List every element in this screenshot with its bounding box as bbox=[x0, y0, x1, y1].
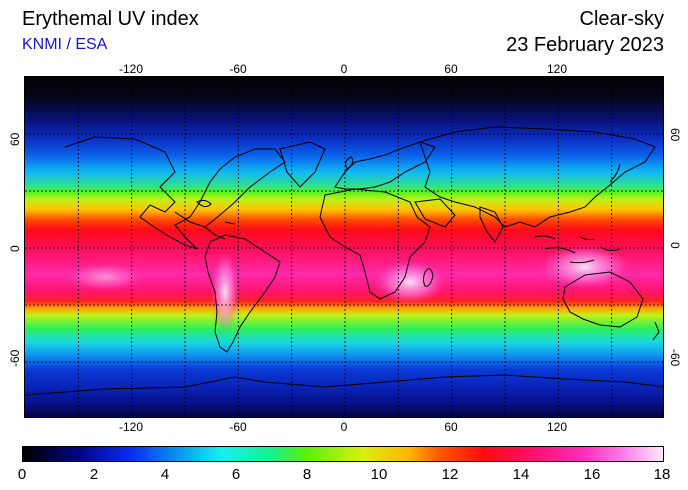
map-overlay bbox=[25, 77, 663, 417]
colorbar-label: 2 bbox=[89, 466, 99, 483]
colorbar-label: 8 bbox=[302, 466, 312, 483]
uv-index-map bbox=[24, 76, 664, 418]
high-uv-patch bbox=[540, 245, 630, 289]
uv-colorbar bbox=[22, 446, 664, 462]
lon-tick-bottom: 120 bbox=[546, 420, 568, 434]
lat-tick-right: 0 bbox=[668, 242, 682, 249]
graticule bbox=[25, 77, 663, 417]
lon-tick-top: 0 bbox=[340, 62, 348, 76]
colorbar-label: 6 bbox=[231, 466, 241, 483]
high-uv-patch bbox=[211, 252, 239, 332]
lon-tick-bottom: -60 bbox=[229, 420, 247, 434]
lat-tick-left: -60 bbox=[8, 349, 22, 367]
condition-label: Clear-sky bbox=[579, 8, 664, 30]
lon-tick-bottom: -120 bbox=[118, 420, 144, 434]
lat-tick-right: 60 bbox=[668, 128, 682, 142]
lon-tick-top: -120 bbox=[118, 62, 144, 76]
colorbar-label: 0 bbox=[17, 466, 27, 483]
colorbar-label: 4 bbox=[160, 466, 170, 483]
lat-tick-left: 60 bbox=[8, 132, 22, 146]
high-uv-patch bbox=[65, 263, 145, 291]
lat-tick-right: -60 bbox=[668, 349, 682, 367]
high-uv-patch bbox=[374, 260, 446, 304]
data-source-label: KNMI / ESA bbox=[22, 36, 108, 53]
lat-tick-left: 0 bbox=[8, 245, 22, 252]
date-label: 23 February 2023 bbox=[506, 34, 664, 56]
lon-tick-bottom: 60 bbox=[444, 420, 458, 434]
lon-tick-top: 60 bbox=[444, 62, 458, 76]
colorbar-label: 16 bbox=[583, 466, 601, 483]
lon-tick-bottom: 0 bbox=[340, 420, 348, 434]
map-title: Erythemal UV index bbox=[22, 8, 199, 30]
colorbar-label: 12 bbox=[441, 466, 459, 483]
colorbar-label: 14 bbox=[512, 466, 530, 483]
lon-tick-top: 120 bbox=[546, 62, 568, 76]
lon-tick-top: -60 bbox=[229, 62, 247, 76]
colorbar-label: 18 bbox=[653, 466, 671, 483]
colorbar-label: 10 bbox=[370, 466, 388, 483]
